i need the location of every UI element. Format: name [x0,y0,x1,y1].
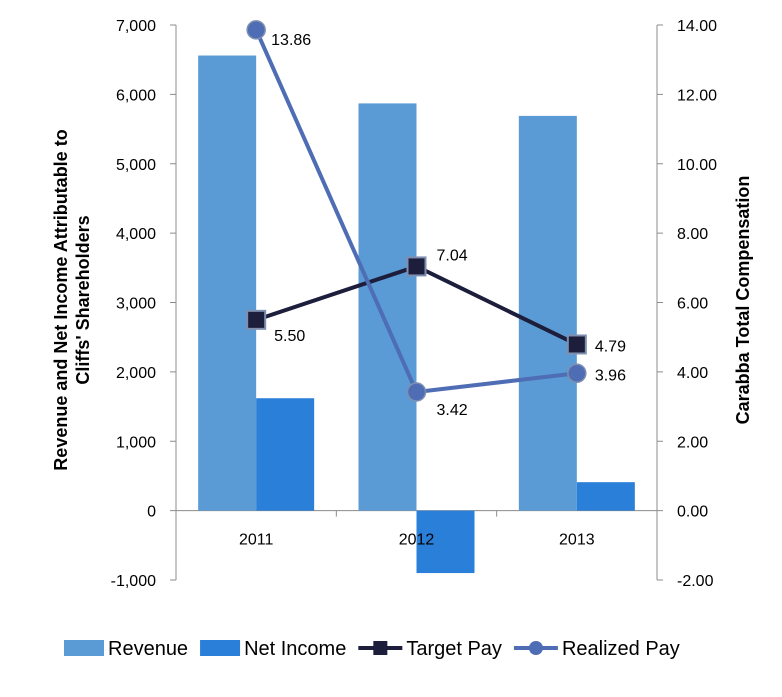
legend-marker-target-pay [373,641,388,655]
y-tick-label: 2,000 [116,365,156,382]
bar-net-income [256,398,315,511]
y2-tick-label: 14.00 [677,18,717,35]
y2-tick-label: 10.00 [677,157,717,174]
data-labels: 5.50 7.04 4.79 13.86 3.42 3.96 [271,32,626,419]
legend-label-net-income: Net Income [244,638,346,660]
marker-realized-pay [246,20,266,40]
legend-swatch-revenue [64,640,104,656]
bar-net-income [576,482,635,511]
bar-revenue [518,115,577,511]
x-tick-label: 2011 [239,532,274,549]
data-label-target-pay: 7.04 [437,247,468,264]
bar-revenue [198,55,257,511]
legend-label-revenue: Revenue [108,638,188,660]
marker-target-pay [246,309,267,330]
legend-label-realized-pay: Realized Pay [562,638,680,660]
y-axis-title-line2: Cliffs' Shareholders [73,215,93,384]
line-series-group [246,20,587,402]
bar-series-group [198,55,635,574]
y2-tick-label: 4.00 [677,365,708,382]
y2-tick-label: 2.00 [677,434,708,451]
y2-tick-label: 0.00 [677,504,708,521]
x-tick-label: 2013 [559,532,595,549]
marker-realized-pay [567,363,587,384]
legend: Revenue Net Income Target Pay Realized Pay [64,638,680,660]
marker-realized-pay [406,382,427,402]
y2-tick-label: 8.00 [677,226,708,243]
data-label-target-pay: 4.79 [595,338,626,355]
y2-tick-label: -2.00 [677,573,714,590]
legend-label-target-pay: Target Pay [406,638,502,660]
y2-tick-labels: -2.00 0.00 2.00 4.00 6.00 8.00 10.00 12.00 14.00 [677,18,717,590]
data-label-realized-pay: 13.86 [271,32,311,49]
y-tick-label: 1,000 [116,434,156,451]
legend-swatch-net-income [200,640,241,656]
marker-target-pay [406,256,427,277]
y2-axis-title: Carabba Total Compensation [733,176,753,425]
y2-tick-label: 6.00 [677,296,708,313]
legend-marker-realized-pay [528,641,543,655]
bar-revenue [358,103,417,511]
y-axis-title-line1: Revenue and Net Income Attributable to [51,129,71,470]
data-label-realized-pay: 3.42 [437,402,468,419]
y-tick-label: 6,000 [116,87,156,104]
y-tick-label: 3,000 [116,296,156,313]
data-label-realized-pay: 3.96 [595,367,626,384]
y-tick-label: 7,000 [116,18,156,35]
marker-target-pay [566,334,587,355]
x-tick-label: 2012 [399,532,435,549]
y-tick-label: 0 [147,504,156,521]
y2-tick-label: 12.00 [677,87,717,104]
y-tick-label: -1,000 [111,573,156,590]
bar-net-income [416,510,475,574]
x-tick-labels: 2011 2012 2013 [239,532,595,549]
y-tick-labels: -1,000 0 1,000 2,000 3,000 4,000 5,000 6,000 7,0… [111,18,156,590]
y-tick-label: 4,000 [116,226,156,243]
data-label-target-pay: 5.50 [274,328,305,345]
y-tick-label: 5,000 [116,157,156,174]
